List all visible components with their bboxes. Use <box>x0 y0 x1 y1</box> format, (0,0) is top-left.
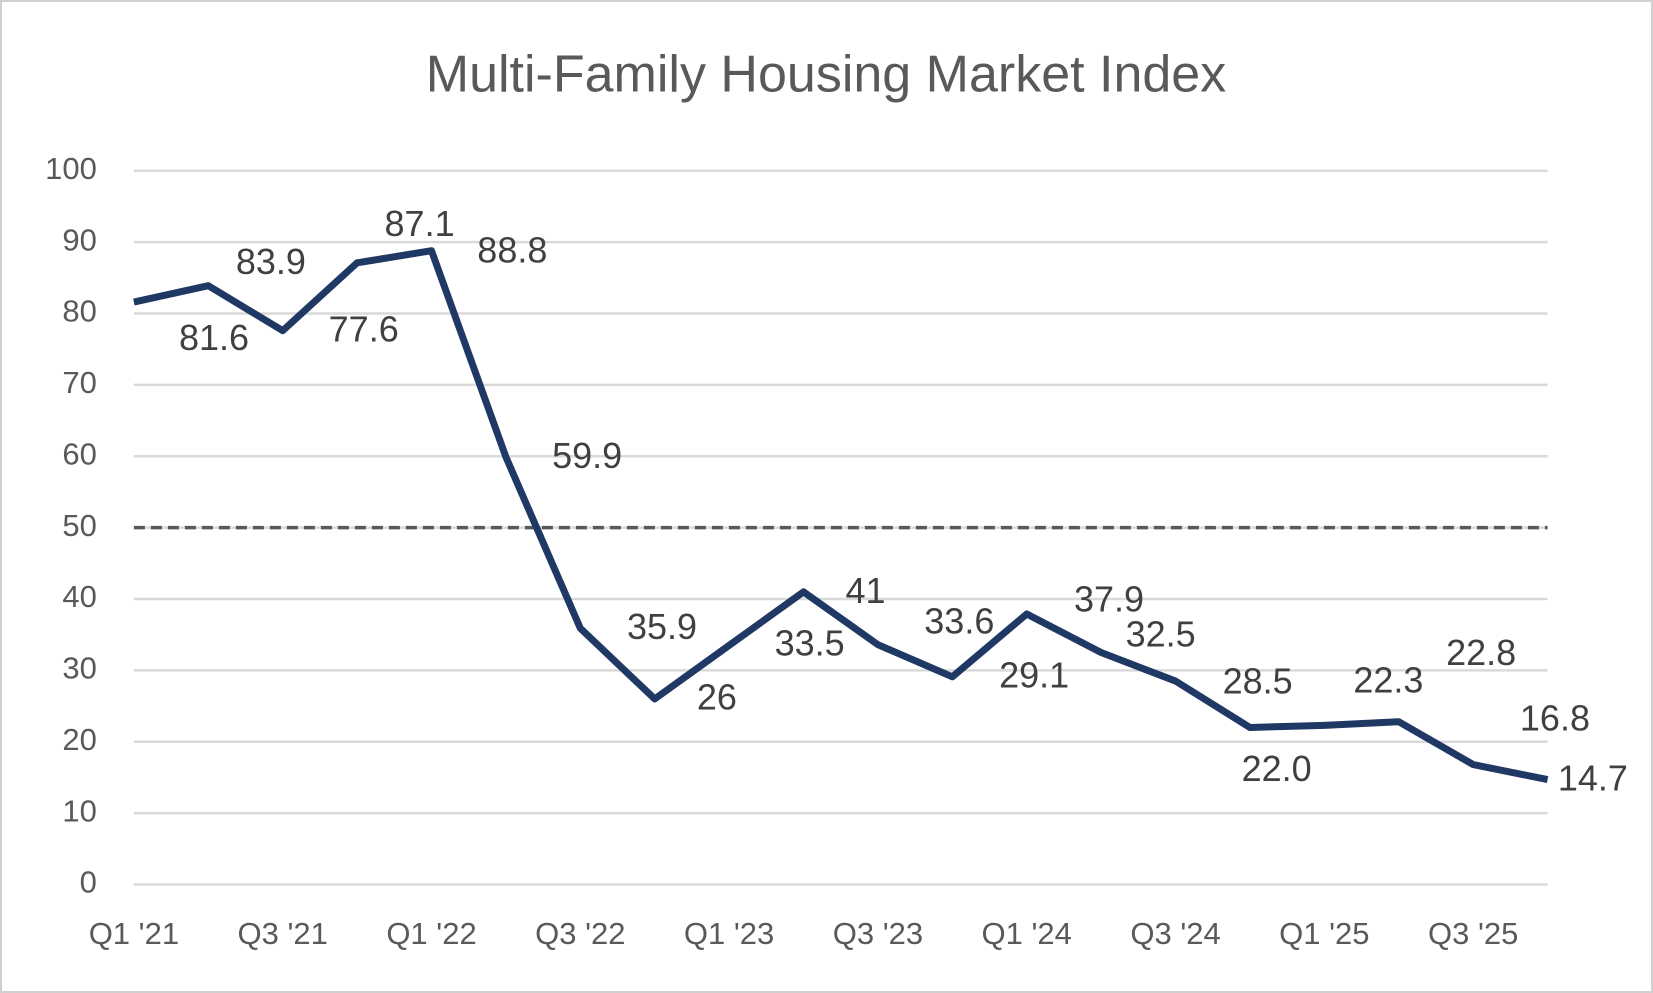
x-tick-label: Q3 '22 <box>535 916 625 951</box>
data-label: 81.6 <box>179 317 249 358</box>
data-label: 87.1 <box>385 203 455 244</box>
y-tick-label: 50 <box>62 508 96 543</box>
x-tick-label: Q3 '23 <box>833 916 923 951</box>
x-tick-label: Q1 '23 <box>684 916 774 951</box>
x-tick-label: Q3 '25 <box>1428 916 1518 951</box>
data-label: 83.9 <box>236 241 306 282</box>
data-label: 59.9 <box>552 435 622 476</box>
data-label: 22.3 <box>1353 660 1423 701</box>
y-tick-label: 40 <box>62 579 96 614</box>
y-tick-label: 20 <box>62 722 96 757</box>
data-label: 37.9 <box>1074 578 1144 619</box>
data-label: 16.8 <box>1520 698 1590 739</box>
data-label: 33.5 <box>775 623 845 664</box>
x-tick-label: Q3 '24 <box>1130 916 1220 951</box>
data-label: 33.6 <box>924 601 994 642</box>
data-label: 22.0 <box>1242 748 1312 789</box>
data-label: 26 <box>697 677 737 718</box>
y-tick-label: 10 <box>62 793 96 828</box>
data-label: 88.8 <box>477 230 547 271</box>
data-label: 28.5 <box>1223 661 1293 702</box>
data-label: 32.5 <box>1126 613 1196 654</box>
data-label: 41 <box>845 570 885 611</box>
y-tick-label: 70 <box>62 365 96 400</box>
data-line <box>133 247 1549 783</box>
y-tick-label: 60 <box>62 436 96 471</box>
y-tick-label: 100 <box>45 151 97 186</box>
y-tick-label: 80 <box>62 294 96 329</box>
x-tick-label: Q1 '22 <box>386 916 476 951</box>
data-label: 14.7 <box>1558 758 1628 799</box>
x-tick-label: Q1 '21 <box>89 916 179 951</box>
data-label: 35.9 <box>627 606 697 647</box>
x-tick-label: Q3 '21 <box>238 916 328 951</box>
y-tick-label: 90 <box>62 222 96 257</box>
y-tick-label: 0 <box>80 865 97 900</box>
data-label: 77.6 <box>329 309 399 350</box>
data-label: 22.8 <box>1446 632 1516 673</box>
y-tick-label: 30 <box>62 651 96 686</box>
data-label: 29.1 <box>999 654 1069 695</box>
x-tick-label: Q1 '25 <box>1279 916 1369 951</box>
chart-title: Multi-Family Housing Market Index <box>426 46 1226 104</box>
x-tick-label: Q1 '24 <box>982 916 1072 951</box>
